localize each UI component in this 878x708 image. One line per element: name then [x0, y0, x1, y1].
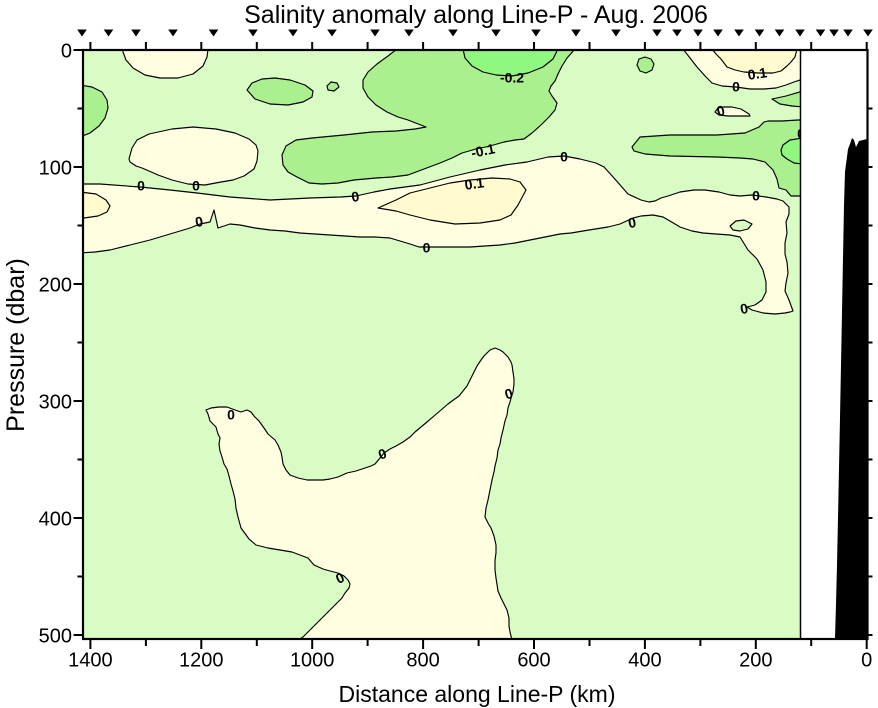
- svg-text:0: 0: [732, 79, 740, 95]
- svg-text:400: 400: [39, 508, 72, 530]
- svg-text:0: 0: [227, 407, 235, 423]
- svg-text:0: 0: [797, 126, 805, 142]
- svg-text:0: 0: [739, 300, 750, 317]
- svg-text:200: 200: [739, 650, 772, 672]
- svg-text:0.1: 0.1: [464, 174, 486, 193]
- svg-text:-0.1: -0.1: [469, 140, 496, 161]
- svg-text:Salinity anomaly along Line-P: Salinity anomaly along Line-P - Aug. 200…: [244, 1, 708, 29]
- svg-text:0: 0: [752, 188, 760, 204]
- svg-text:0: 0: [861, 650, 872, 672]
- svg-text:Distance along Line-P (km): Distance along Line-P (km): [339, 681, 616, 707]
- svg-text:0: 0: [61, 40, 72, 62]
- svg-text:0.1: 0.1: [747, 64, 769, 83]
- svg-text:Pressure (dbar): Pressure (dbar): [2, 258, 30, 432]
- svg-text:800: 800: [406, 650, 439, 672]
- svg-text:200: 200: [39, 274, 72, 296]
- svg-text:300: 300: [39, 391, 72, 413]
- svg-text:0: 0: [194, 213, 205, 230]
- svg-text:0: 0: [423, 240, 431, 256]
- svg-text:0: 0: [192, 178, 200, 194]
- svg-text:-0.2: -0.2: [500, 70, 524, 86]
- svg-text:0: 0: [350, 188, 360, 205]
- svg-text:0: 0: [137, 178, 145, 194]
- svg-text:100: 100: [39, 157, 72, 179]
- svg-text:1400: 1400: [68, 650, 113, 672]
- svg-text:600: 600: [517, 650, 550, 672]
- svg-text:1000: 1000: [290, 650, 335, 672]
- svg-text:0: 0: [627, 214, 638, 231]
- svg-text:0: 0: [503, 385, 515, 403]
- svg-text:0: 0: [560, 149, 568, 165]
- svg-text:1200: 1200: [179, 650, 224, 672]
- svg-text:400: 400: [628, 650, 661, 672]
- svg-text:0: 0: [715, 102, 727, 120]
- svg-text:500: 500: [39, 625, 72, 647]
